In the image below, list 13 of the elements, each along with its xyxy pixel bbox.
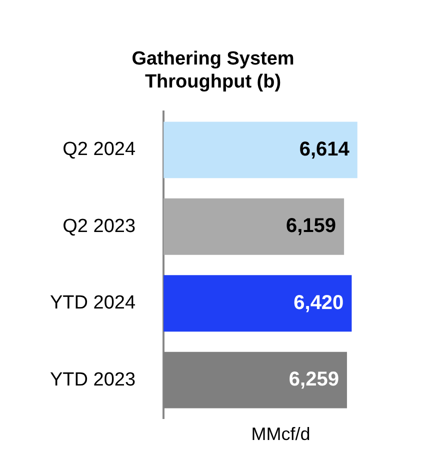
data-label: 6,614 — [299, 138, 350, 160]
y-tick-label: Q2 2023 — [62, 216, 136, 237]
chart-title: Gathering System Throughput (b) — [132, 48, 294, 92]
data-label: 6,159 — [286, 215, 336, 238]
data-label: 6,259 — [288, 368, 339, 391]
bar — [164, 122, 358, 178]
y-tick-label: YTD 2023 — [50, 369, 136, 390]
y-tick-label: Q2 2024 — [62, 139, 136, 160]
data-label: 6,420 — [294, 292, 344, 314]
bar — [164, 198, 344, 255]
y-tick-label: YTD 2024 — [50, 292, 136, 314]
x-axis-title: MMcf/d — [251, 424, 310, 444]
bar — [164, 275, 352, 332]
